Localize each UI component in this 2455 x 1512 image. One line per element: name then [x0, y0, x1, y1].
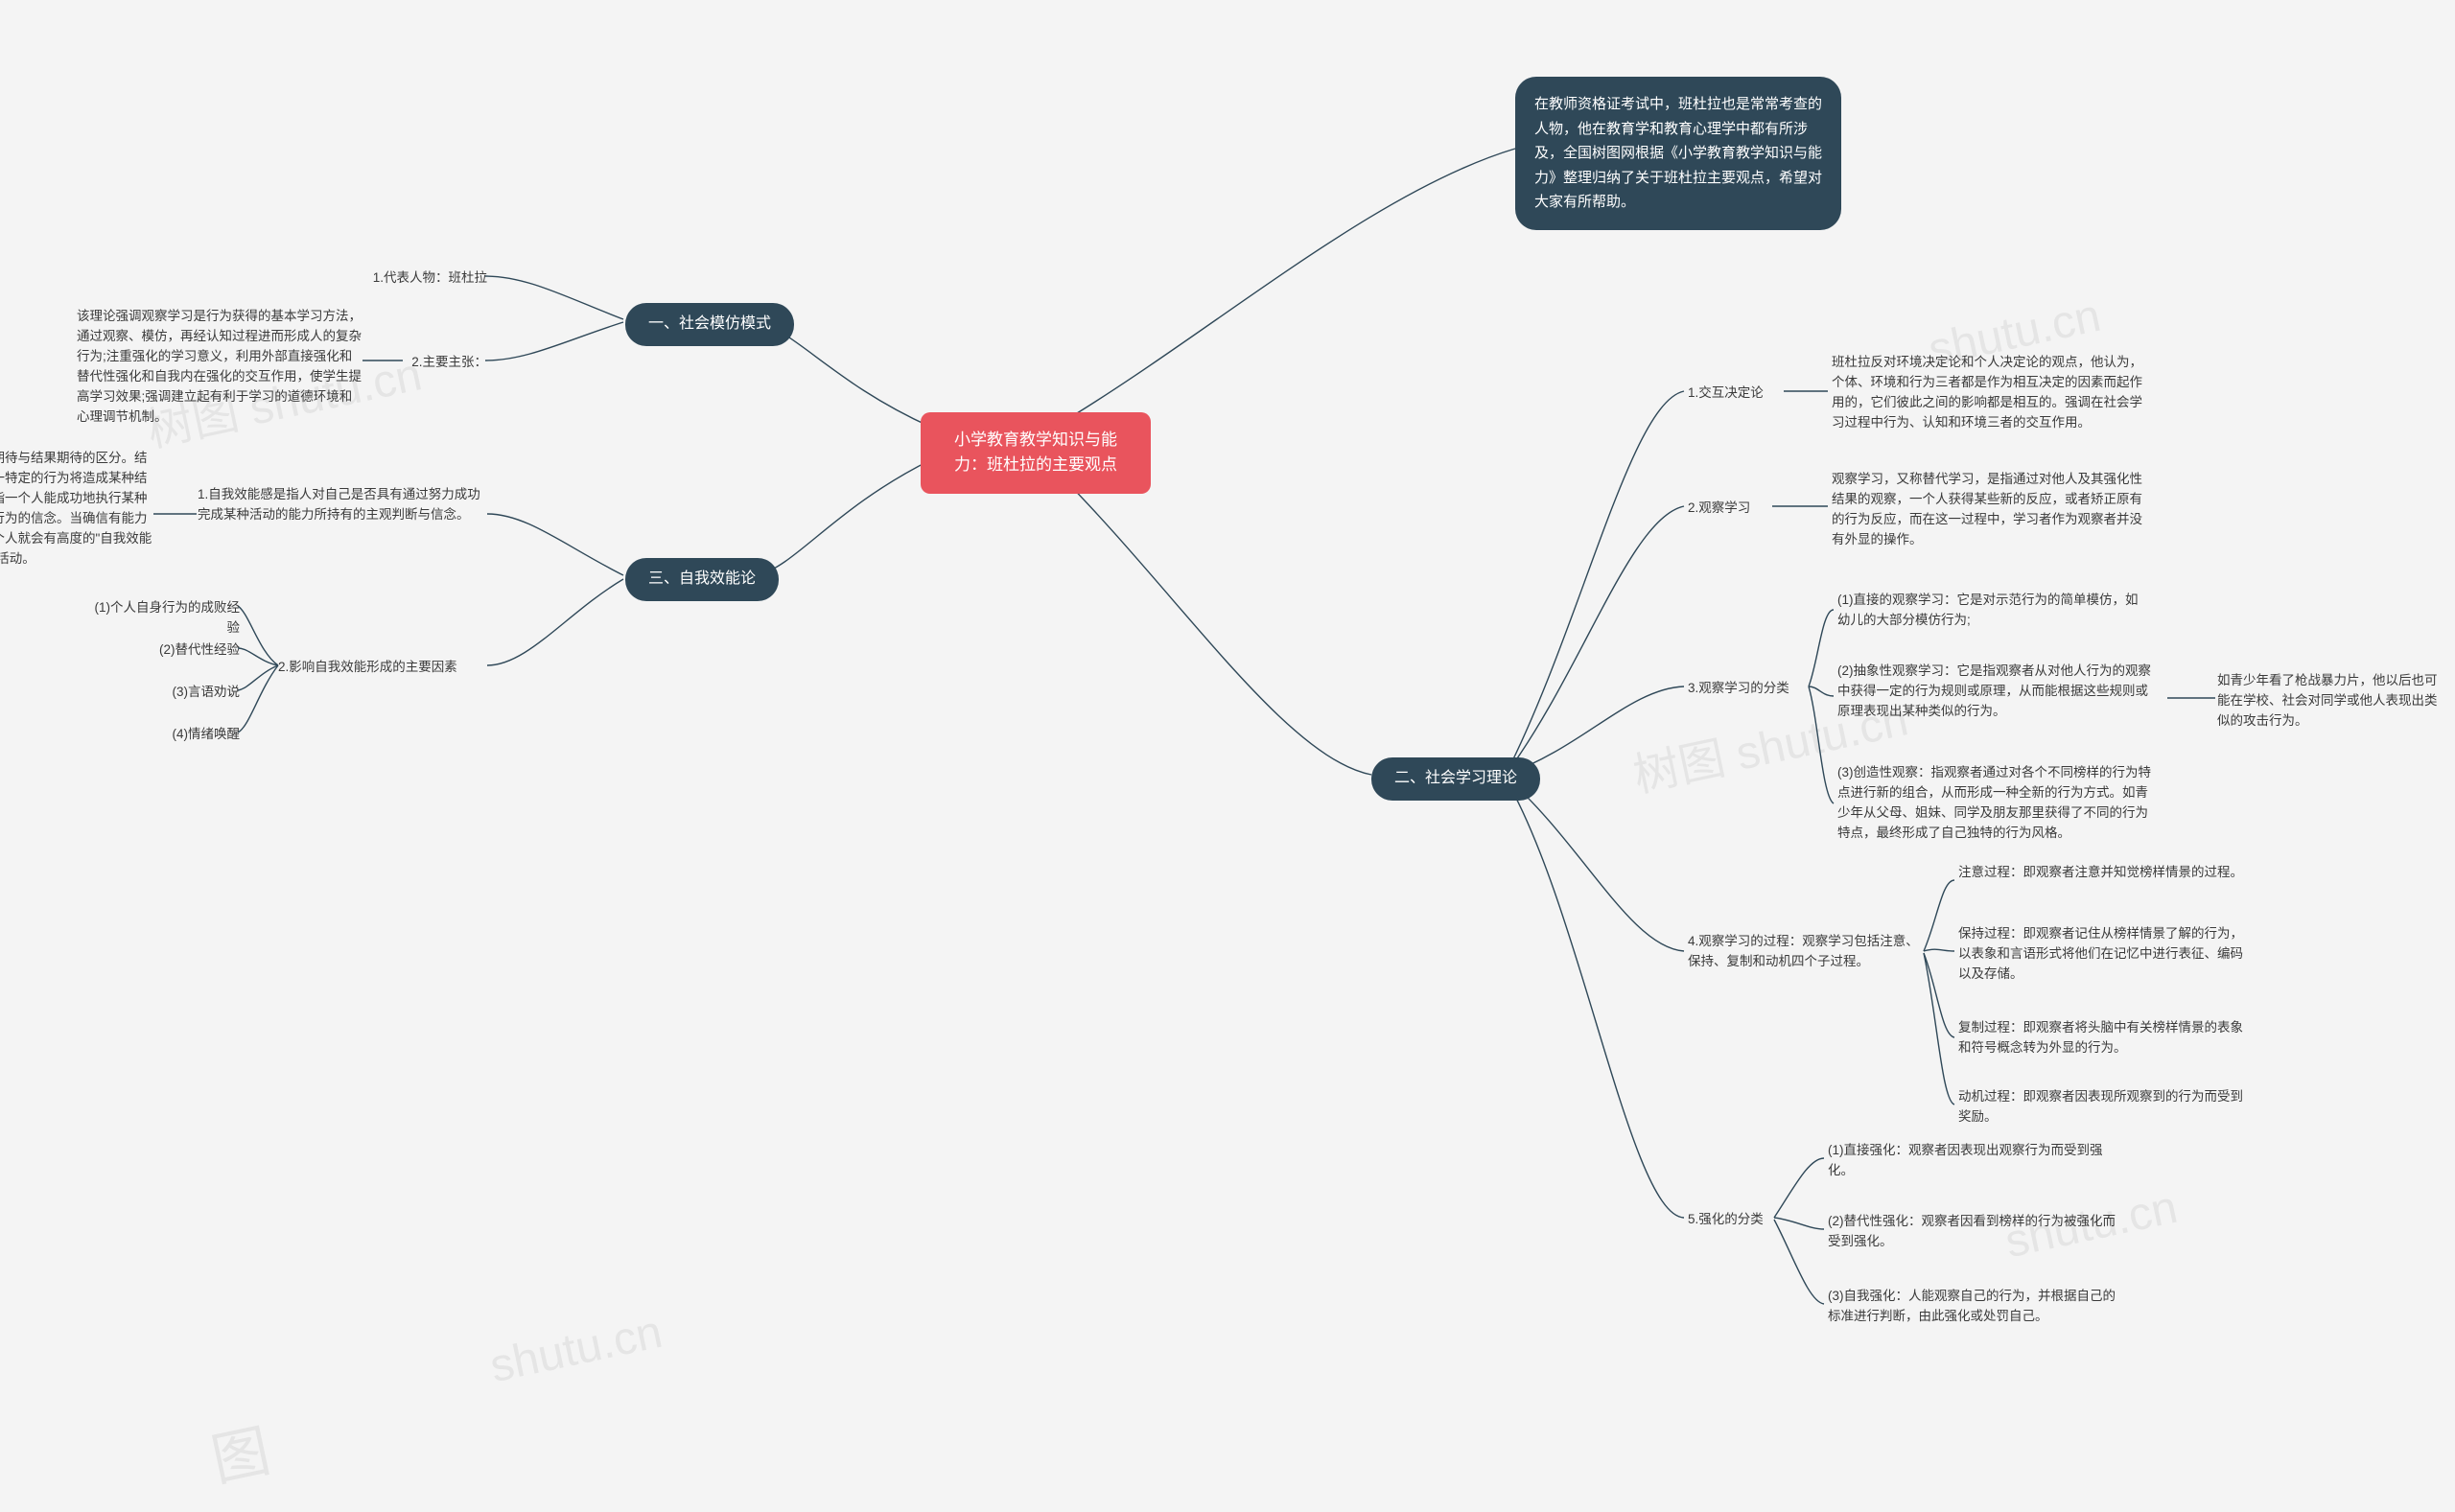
leaf-s3-item1-detail: 它来自班杜拉对功效期待与结果期待的区分。结果期待指一个人对某一特定的行为将造成某…	[0, 449, 153, 570]
leaf-s2-item4-sub2: 保持过程：即观察者记住从榜样情景了解的行为，以表象和言语形式将他们在记忆中进行表…	[1958, 924, 2256, 985]
leaf-s2-item3-sub2-extra: 如青少年看了枪战暴力片，他以后也可能在学校、社会对同学或他人表现出类似的攻击行为…	[2217, 671, 2438, 732]
leaf-s3-item2-sub3: (3)言语劝说	[165, 683, 240, 703]
leaf-s1-item2-detail: 该理论强调观察学习是行为获得的基本学习方法，通过观察、模仿，再经认知过程进而形成…	[77, 307, 364, 428]
branch-section3: 三、自我效能论	[625, 558, 779, 601]
leaf-s2-item3-sub1: (1)直接的观察学习：它是对示范行为的简单模仿，如幼儿的大部分模仿行为;	[1837, 591, 2144, 631]
mindmap-connectors	[0, 0, 2455, 1512]
root-node: 小学教育教学知识与能力：班杜拉的主要观点	[921, 412, 1151, 494]
leaf-s2-item3: 3.观察学习的分类	[1688, 679, 1811, 699]
watermark: 图	[203, 1405, 277, 1499]
leaf-s2-item2: 2.观察学习	[1688, 499, 1774, 519]
leaf-s2-item2-detail: 观察学习，又称替代学习，是指通过对他人及其强化性结果的观察，一个人获得某些新的反…	[1832, 470, 2148, 550]
leaf-s1-item1: 1.代表人物：班杜拉	[372, 268, 487, 289]
leaf-s2-item5-sub3: (3)自我强化：人能观察自己的行为，并根据自己的标准进行判断，由此强化或处罚自己…	[1828, 1287, 2125, 1327]
leaf-s3-item2: 2.影响自我效能形成的主要因素	[278, 658, 489, 678]
leaf-s3-item2-sub1: (1)个人自身行为的成败经验	[82, 598, 240, 639]
leaf-s2-item3-sub2: (2)抽象性观察学习：它是指观察者从对他人行为的观察中获得一定的行为规则或原理，…	[1837, 662, 2154, 722]
leaf-s3-item1: 1.自我效能感是指人对自己是否具有通过努力成功完成某种活动的能力所持有的主观判断…	[198, 485, 489, 525]
leaf-s2-item4-sub3: 复制过程：即观察者将头脑中有关榜样情景的表象和符号概念转为外显的行为。	[1958, 1018, 2256, 1058]
leaf-s2-item1-detail: 班杜拉反对环境决定论和个人决定论的观点，他认为，个体、环境和行为三者都是作为相互…	[1832, 353, 2148, 433]
leaf-s2-item1: 1.交互决定论	[1688, 384, 1784, 404]
leaf-s3-item2-sub2: (2)替代性经验	[150, 640, 240, 661]
leaf-s3-item2-sub4: (4)情绪唤醒	[165, 725, 240, 745]
branch-section1: 一、社会模仿模式	[625, 303, 794, 346]
intro-node: 在教师资格证考试中，班杜拉也是常常考查的人物，他在教育学和教育心理学中都有所涉及…	[1515, 77, 1841, 230]
leaf-s2-item3-sub3: (3)创造性观察：指观察者通过对各个不同榜样的行为特点进行新的组合，从而形成一种…	[1837, 763, 2154, 844]
leaf-s2-item4: 4.观察学习的过程：观察学习包括注意、保持、复制和动机四个子过程。	[1688, 932, 1926, 972]
watermark: shutu.cn	[485, 1306, 666, 1394]
branch-section2: 二、社会学习理论	[1371, 757, 1540, 801]
leaf-s1-item2: 2.主要主张：	[403, 353, 487, 373]
leaf-s2-item5-sub1: (1)直接强化：观察者因表现出观察行为而受到强化。	[1828, 1141, 2125, 1181]
leaf-s2-item5-sub2: (2)替代性强化：观察者因看到榜样的行为被强化而受到强化。	[1828, 1212, 2125, 1252]
leaf-s2-item4-sub4: 动机过程：即观察者因表现所观察到的行为而受到奖励。	[1958, 1087, 2256, 1128]
leaf-s2-item4-sub1: 注意过程：即观察者注意并知觉榜样情景的过程。	[1958, 863, 2246, 883]
leaf-s2-item5: 5.强化的分类	[1688, 1210, 1776, 1230]
